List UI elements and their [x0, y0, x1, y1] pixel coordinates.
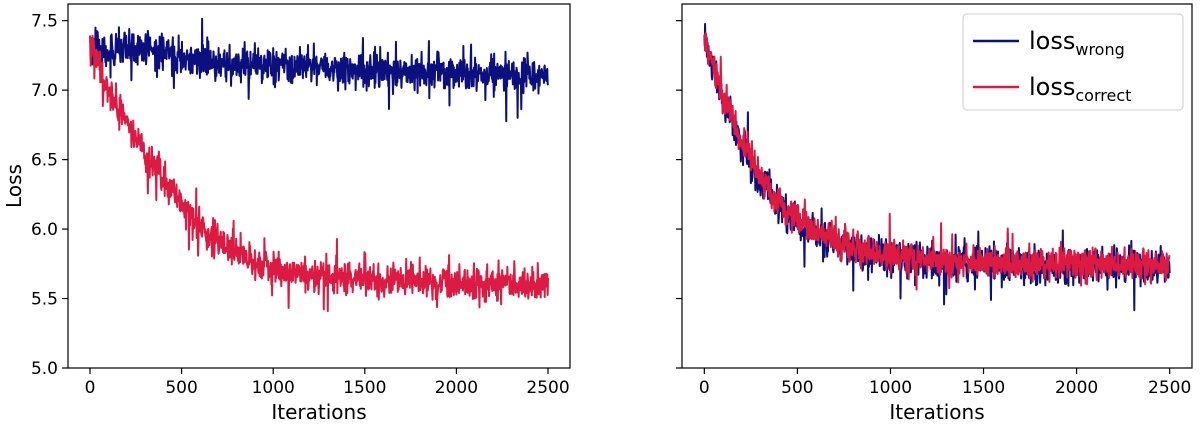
axes-frame	[67, 3, 571, 369]
legend: losswrong losscorrect	[962, 13, 1184, 111]
left-panel: 0 500 1000 1500 2000 2500 5.0 5.5 6.0 6.5 7.0 7.5 It…	[2, 3, 571, 424]
y-tick-label: 5.0	[31, 359, 58, 379]
right-panel: 0 500 1000 1500 2000 2500Iterationslosswrongl…	[676, 3, 1193, 424]
x-tick-label: 500	[165, 378, 197, 398]
y-tick-label: 6.5	[31, 151, 58, 171]
plot-area	[703, 23, 1171, 312]
legend-label-loss-wrong: losswrong	[1029, 27, 1125, 59]
x-tick-label: 1000	[252, 378, 295, 398]
y-tick-label: 7.0	[31, 81, 58, 101]
x-axis-label: Iterations	[271, 400, 366, 424]
x-tick-label: 0	[85, 378, 96, 398]
series-line-loss-correct	[88, 34, 550, 313]
x-tick-label: 2000	[1055, 378, 1098, 398]
series-line-loss-correct	[703, 32, 1171, 291]
legend-label-loss-correct: losscorrect	[1029, 73, 1131, 105]
x-tick-label: 2000	[435, 378, 478, 398]
y-tick-label: 6.0	[31, 220, 58, 240]
y-tick-label: 5.5	[31, 290, 58, 310]
plot-area	[88, 17, 550, 313]
x-tick-label: 2500	[526, 378, 569, 398]
x-tick-label: 0	[699, 378, 710, 398]
x-tick-label: 500	[781, 378, 813, 398]
x-tick-label: 2500	[1148, 378, 1191, 398]
y-axis-label: Loss	[2, 164, 26, 208]
x-tick-label: 1500	[343, 378, 386, 398]
axes-frame	[681, 3, 1193, 369]
x-tick-label: 1000	[869, 378, 912, 398]
series-line-loss-wrong	[89, 17, 549, 123]
x-axis-label: Iterations	[889, 400, 984, 424]
y-tick-label: 7.5	[31, 12, 58, 32]
x-tick-label: 1500	[962, 378, 1005, 398]
